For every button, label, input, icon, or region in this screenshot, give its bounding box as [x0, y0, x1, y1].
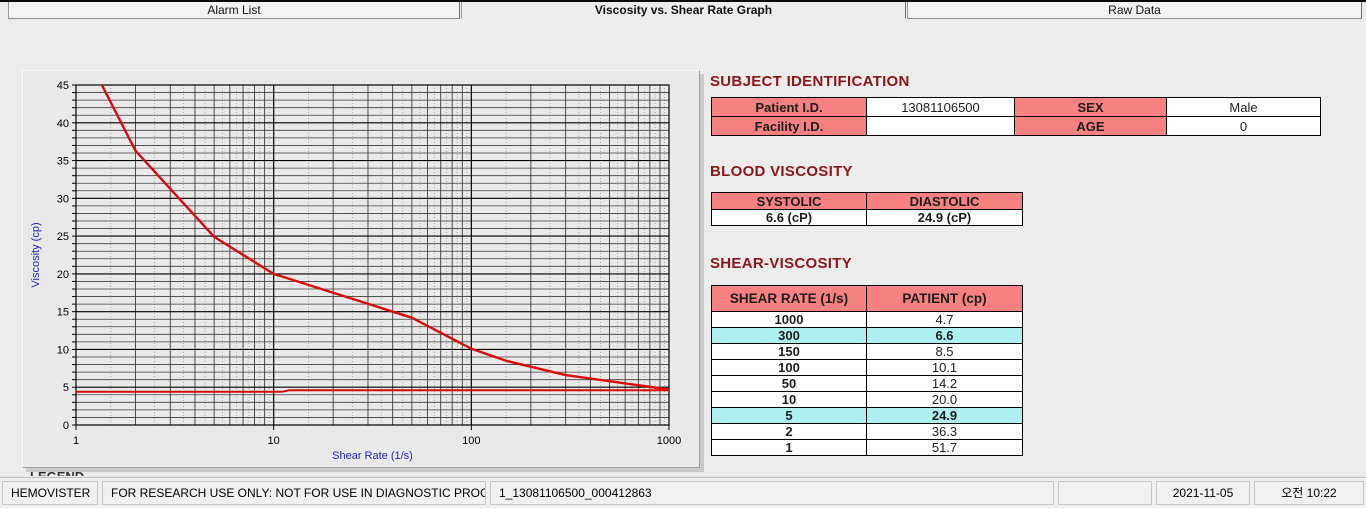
shear-viscosity-table: SHEAR RATE (1/s) PATIENT (cp) 1000 4.7 300 6.… [711, 285, 1023, 456]
field-label: Facility I.D. [711, 116, 867, 136]
shear-rate-value: 100 [711, 359, 867, 376]
y-tick-label: 15 [57, 307, 69, 319]
status-empty [1058, 481, 1152, 505]
shear-rate-value: 5 [711, 407, 867, 424]
subject-identification-table: Patient I.D. 13081106500 SEX Male Facility I… [711, 97, 1321, 136]
legend-clipped-text: LEGEND [30, 469, 180, 476]
shear-rate-value: 300 [711, 327, 867, 344]
y-tick-label: 0 [63, 420, 69, 432]
blood-viscosity-table: SYSTOLIC DIASTOLIC 6.6 (cP) 24.9 (cP) [711, 192, 1023, 226]
shear-rate-value: 2 [711, 423, 867, 440]
y-tick-label: 45 [57, 80, 69, 92]
patient-viscosity-value: 51.7 [866, 439, 1023, 456]
y-tick-label: 10 [57, 344, 69, 356]
patient-viscosity-value: 4.7 [866, 311, 1023, 328]
shear-column-header: SHEAR RATE (1/s) [711, 285, 867, 312]
y-tick-label: 40 [57, 118, 69, 130]
patient-viscosity-value: 36.3 [866, 423, 1023, 440]
field-label: AGE [1014, 116, 1167, 136]
field-label: Patient I.D. [711, 97, 867, 117]
x-tick-label: 10 [268, 435, 280, 447]
patient-viscosity-value: 8.5 [866, 343, 1023, 360]
patient-viscosity-value: 10.1 [866, 359, 1023, 376]
field-value: Male [1166, 97, 1321, 117]
blood-column-header: DIASTOLIC [866, 192, 1023, 210]
x-tick-label: 1000 [657, 435, 681, 447]
status-date: 2021-11-05 [1156, 481, 1250, 505]
status-app-name: HEMOVISTER [2, 481, 98, 505]
shear-header-row: SHEAR RATE (1/s) PATIENT (cp) [711, 285, 1023, 312]
y-tick-label: 25 [57, 231, 69, 243]
subject-row: Patient I.D. 13081106500 SEX Male [711, 97, 1321, 117]
status-disclaimer: FOR RESEARCH USE ONLY: NOT FOR USE IN DI… [102, 481, 486, 505]
x-axis-title: Shear Rate (1/s) [332, 450, 413, 462]
y-tick-label: 5 [63, 382, 69, 394]
y-tick-label: 20 [57, 269, 69, 281]
y-tick-label: 35 [57, 156, 69, 168]
viscosity-vs-shear-rate-chart: 0 5 10 15 20 25 30 35 40 45 1 10 100 1000 Shear Rate (… [30, 80, 681, 462]
shear-column-header: PATIENT (cp) [866, 285, 1023, 312]
blood-viscosity-title: BLOOD VISCOSITY [710, 163, 853, 180]
field-value: 13081106500 [866, 97, 1015, 117]
tab-label: Viscosity vs. Shear Rate Graph [594, 3, 773, 17]
blood-value-row: 6.6 (cP) 24.9 (cP) [711, 209, 1023, 226]
y-tick-label: 30 [57, 193, 69, 205]
patient-viscosity-value: 6.6 [866, 327, 1023, 344]
shear-row: 50 14.2 [711, 375, 1023, 392]
subject-identification-title: SUBJECT IDENTIFICATION [710, 73, 910, 90]
tab-raw-data[interactable]: Raw Data [907, 2, 1362, 19]
shear-row: 10 20.0 [711, 391, 1023, 408]
blood-header-row: SYSTOLIC DIASTOLIC [711, 192, 1023, 210]
shear-row: 1000 4.7 [711, 311, 1023, 328]
patient-viscosity-value: 24.9 [866, 407, 1023, 424]
patient-viscosity-value: 14.2 [866, 375, 1023, 392]
patient-viscosity-value: 20.0 [866, 391, 1023, 408]
blood-column-header: SYSTOLIC [711, 192, 867, 210]
baseline-reference-line [76, 389, 669, 393]
shear-rate-value: 50 [711, 375, 867, 392]
field-label: SEX [1014, 97, 1167, 117]
shear-rate-value: 1000 [711, 311, 867, 328]
tab-label: Raw Data [1108, 3, 1161, 17]
shear-row: 5 24.9 [711, 407, 1023, 424]
status-time: 오전 10:22 [1254, 481, 1364, 505]
tab-label: Alarm List [207, 3, 261, 17]
tab-bar: Alarm List Viscosity vs. Shear Rate Graph… [0, 0, 1366, 20]
status-bar: HEMOVISTER FOR RESEARCH USE ONLY: NOT FOR… [0, 477, 1366, 508]
shear-viscosity-title: SHEAR-VISCOSITY [710, 255, 853, 272]
field-value [866, 116, 1015, 136]
shear-row: 1 51.7 [711, 439, 1023, 456]
shear-row: 150 8.5 [711, 343, 1023, 360]
shear-rate-value: 150 [711, 343, 867, 360]
tab-alarm-list[interactable]: Alarm List [8, 2, 460, 19]
shear-row: 100 10.1 [711, 359, 1023, 376]
x-tick-label: 100 [462, 435, 480, 447]
shear-rate-value: 1 [711, 439, 867, 456]
shear-rate-value: 10 [711, 391, 867, 408]
status-record-id: 1_13081106500_000412863 [490, 481, 1054, 505]
shear-row: 2 36.3 [711, 423, 1023, 440]
shear-row: 300 6.6 [711, 327, 1023, 344]
viscosity-chart-panel: 0 5 10 15 20 25 30 35 40 45 1 10 100 1000 Shear Rate (… [22, 70, 700, 468]
field-value: 0 [1166, 116, 1321, 136]
y-axis-title: Viscosity (cp) [30, 222, 42, 287]
tab-viscosity-vs-shear-rate-graph[interactable]: Viscosity vs. Shear Rate Graph [461, 2, 906, 19]
patient-viscosity-curve [100, 85, 669, 391]
subject-row: Facility I.D. AGE 0 [711, 116, 1321, 136]
blood-value: 6.6 (cP) [711, 209, 867, 226]
blood-value: 24.9 (cP) [866, 209, 1023, 226]
x-tick-label: 1 [73, 435, 79, 447]
